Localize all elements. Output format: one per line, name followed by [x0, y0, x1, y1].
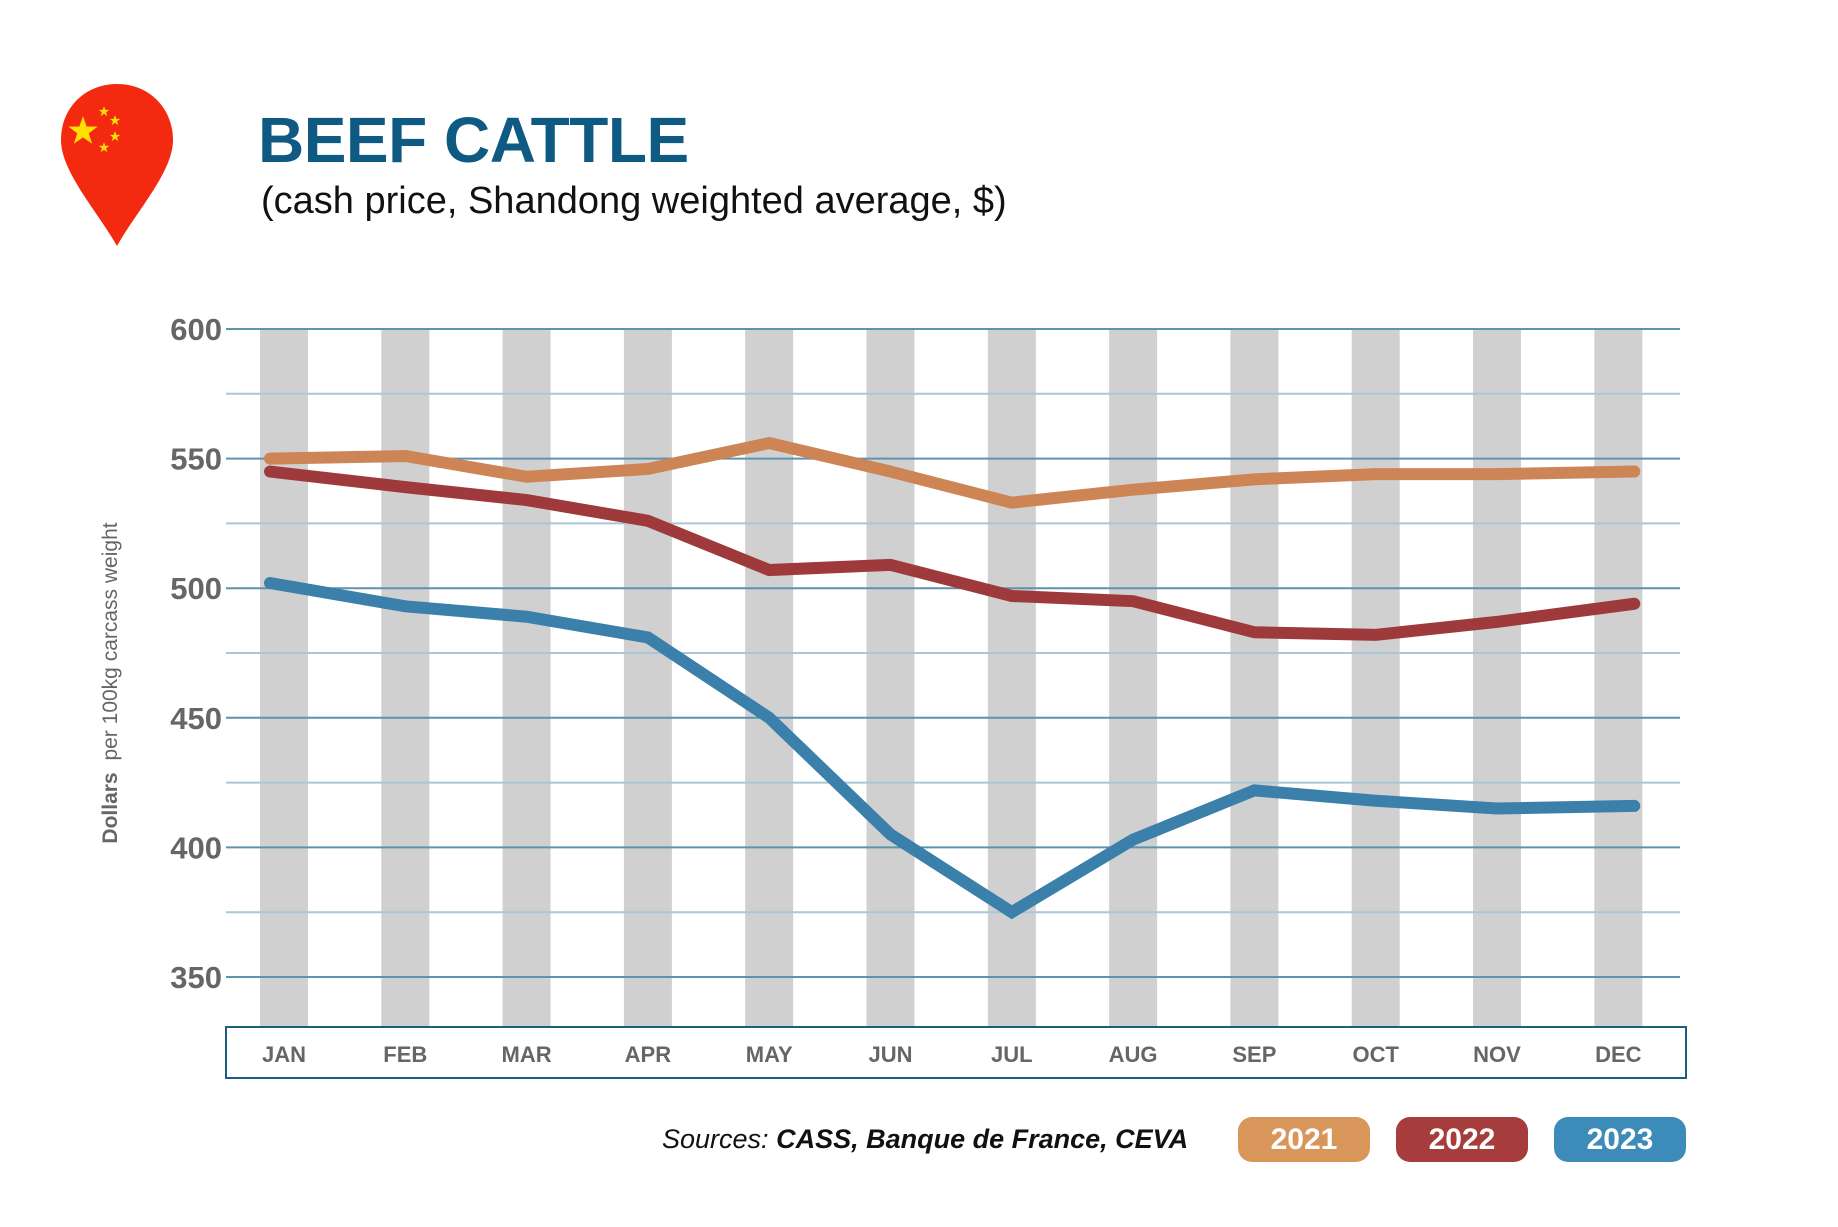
data-point-2021-may — [768, 442, 770, 444]
data-point-2023-apr — [647, 636, 649, 638]
data-point-2022-mar — [526, 499, 528, 501]
data-point-2021-aug — [1132, 489, 1134, 491]
series-line-2023 — [264, 577, 1641, 920]
legend-item-2022: 2022 — [1396, 1117, 1528, 1162]
data-point-2021-nov — [1496, 473, 1498, 475]
y-axis-label: Dollars per 100kg carcass weight — [99, 522, 122, 843]
data-point-2022-sep — [1253, 631, 1255, 633]
data-point-2021-apr — [647, 468, 649, 470]
data-point-2023-feb — [404, 605, 406, 607]
y-tick-label: 350 — [170, 960, 222, 995]
data-point-2022-nov — [1496, 621, 1498, 623]
data-point-2023-oct — [1375, 800, 1377, 802]
data-point-2023-aug — [1132, 839, 1134, 841]
legend-item-2023: 2023 — [1554, 1117, 1686, 1162]
data-point-2021-jul — [1011, 502, 1013, 504]
pin-shape — [61, 84, 173, 246]
y-tick-label: 550 — [170, 442, 222, 477]
month-band-may — [745, 329, 794, 1027]
data-point-2021-jan — [269, 458, 271, 460]
data-point-2021-feb — [404, 455, 406, 457]
chart-subtitle: (cash price, Shandong weighted average, … — [261, 180, 1007, 222]
series-line-2022 — [264, 465, 1641, 641]
month-band-jan — [260, 329, 308, 1027]
data-point-2023-jun — [890, 833, 891, 835]
month-band-feb — [381, 329, 430, 1027]
legend-item-2021: 2021 — [1238, 1117, 1370, 1162]
x-tick-label: MAR — [502, 1042, 552, 1067]
small-star-icon — [109, 115, 121, 126]
data-point-2023-nov — [1496, 808, 1498, 810]
x-tick-label: JUN — [868, 1042, 912, 1067]
x-tick-label: NOV — [1473, 1042, 1521, 1067]
large-star-icon — [68, 116, 98, 144]
sources-value: CASS, Banque de France, CEVA — [776, 1124, 1189, 1154]
small-star-icon — [98, 142, 110, 153]
month-band-jul — [987, 329, 1036, 1027]
x-tick-label: SEP — [1232, 1042, 1276, 1067]
month-band-aug — [1109, 329, 1158, 1027]
data-point-2022-may — [768, 569, 770, 571]
data-point-2023-may — [768, 717, 770, 719]
y-axis-label-rest: per 100kg carcass weight — [99, 522, 122, 760]
y-axis-label-bold: Dollars — [99, 772, 122, 843]
y-tick-label: 600 — [170, 312, 222, 347]
data-point-2021-dec — [1633, 471, 1635, 473]
x-tick-label: FEB — [383, 1042, 427, 1067]
data-point-2022-jul — [1011, 595, 1013, 597]
data-point-2022-feb — [404, 486, 406, 488]
month-band-nov — [1473, 329, 1521, 1027]
x-tick-label: MAY — [746, 1042, 793, 1067]
sources-note: Sources: CASS, Banque de France, CEVA — [662, 1122, 1188, 1156]
month-band-dec — [1594, 329, 1643, 1027]
china-flag-map-pin-icon — [61, 84, 173, 246]
y-tick-label: 400 — [170, 830, 222, 865]
month-band-sep — [1230, 329, 1279, 1027]
data-point-2023-sep — [1253, 789, 1255, 791]
data-point-2021-sep — [1253, 478, 1255, 480]
x-tick-label: AUG — [1109, 1042, 1158, 1067]
data-point-2022-jan — [269, 471, 271, 473]
sources-label: Sources: — [662, 1124, 769, 1154]
data-point-2022-oct — [1375, 634, 1377, 636]
data-point-2023-jul — [1011, 911, 1013, 913]
data-point-2023-dec — [1633, 805, 1635, 807]
small-star-icon — [98, 106, 110, 117]
data-point-2022-jun — [890, 564, 891, 566]
data-point-2022-aug — [1132, 600, 1134, 602]
month-band-jun — [866, 329, 915, 1027]
data-point-2021-oct — [1375, 473, 1377, 475]
chart-title: BEEF CATTLE — [258, 104, 689, 176]
month-band-oct — [1351, 329, 1400, 1027]
x-tick-label: APR — [625, 1042, 672, 1067]
month-band-apr — [623, 329, 672, 1027]
data-point-2023-jan — [269, 582, 271, 584]
data-point-2022-apr — [647, 520, 649, 522]
month-band-mar — [502, 329, 551, 1027]
data-point-2021-jun — [890, 471, 891, 473]
x-axis-box — [225, 1026, 1687, 1079]
y-tick-label: 450 — [170, 701, 222, 736]
x-tick-label: JAN — [262, 1042, 306, 1067]
x-tick-label: DEC — [1595, 1042, 1642, 1067]
y-tick-label: 500 — [170, 571, 222, 606]
series-line-2021 — [264, 436, 1641, 509]
data-point-2022-dec — [1633, 603, 1635, 605]
data-point-2021-mar — [526, 476, 528, 478]
x-tick-label: OCT — [1352, 1042, 1399, 1067]
data-point-2023-mar — [526, 616, 528, 618]
x-tick-label: JUL — [991, 1042, 1033, 1067]
small-star-icon — [109, 131, 121, 142]
